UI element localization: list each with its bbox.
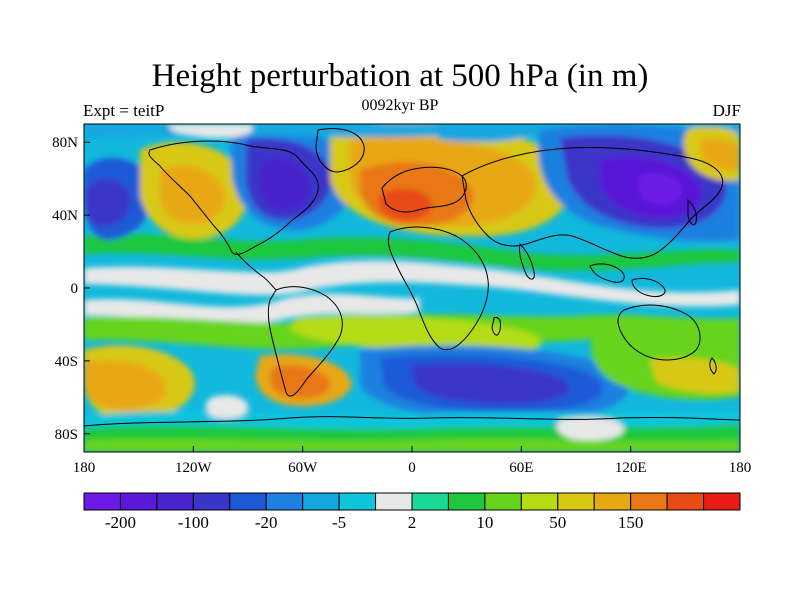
y-tick-label: 40S bbox=[55, 354, 78, 370]
colorbar-swatch bbox=[447, 492, 486, 511]
colorbar-swatch bbox=[411, 492, 449, 511]
colorbar-swatch bbox=[302, 492, 340, 511]
colorbar-label: 10 bbox=[476, 513, 493, 532]
colorbar-swatch bbox=[229, 492, 267, 511]
y-tick-label: 0 bbox=[71, 281, 79, 297]
colorbar-swatch bbox=[83, 492, 121, 511]
colorbar-swatch bbox=[703, 492, 741, 511]
colorbar-swatch bbox=[520, 492, 559, 511]
x-tick-label: 120E bbox=[615, 460, 647, 476]
colorbar-label: -100 bbox=[178, 513, 209, 532]
colorbar bbox=[83, 492, 741, 511]
colorbar-label: 150 bbox=[618, 513, 644, 532]
contour-field bbox=[84, 124, 740, 452]
colorbar-swatch bbox=[557, 492, 595, 511]
map-subtitle: 0092kyr BP bbox=[361, 97, 439, 114]
colorbar-swatch bbox=[593, 492, 632, 511]
colorbar-swatch bbox=[484, 492, 522, 511]
x-tick-label: 180 bbox=[729, 460, 752, 476]
x-tick-label: 60W bbox=[288, 460, 318, 476]
x-tick-label: 120W bbox=[175, 460, 213, 476]
y-tick-label: 80S bbox=[55, 427, 78, 443]
y-tick-label: 80N bbox=[52, 135, 78, 151]
colorbar-swatch bbox=[156, 492, 194, 511]
colorbar-swatch bbox=[375, 492, 413, 511]
colorbar-swatch bbox=[630, 492, 668, 511]
colorbar-label: 2 bbox=[408, 513, 417, 532]
colorbar-swatch bbox=[338, 492, 377, 511]
season-label: DJF bbox=[712, 101, 741, 120]
x-tick-label: 60E bbox=[509, 460, 533, 476]
colorbar-label: -20 bbox=[255, 513, 278, 532]
colorbar-swatch bbox=[192, 492, 231, 511]
y-tick-label: 40N bbox=[52, 208, 78, 224]
colorbar-swatch bbox=[265, 492, 304, 511]
colorbar-label: -5 bbox=[332, 513, 346, 532]
colorbar-label: 50 bbox=[549, 513, 566, 532]
x-tick-label: 180 bbox=[73, 460, 96, 476]
colorbar-swatch bbox=[119, 492, 158, 511]
coastlines bbox=[84, 128, 740, 427]
colorbar-label: -200 bbox=[105, 513, 136, 532]
colorbar-swatch bbox=[666, 492, 705, 511]
experiment-label: Expt = teitP bbox=[83, 101, 165, 120]
x-tick-label: 0 bbox=[408, 460, 416, 476]
map-title: Height perturbation at 500 hPa (in m) bbox=[151, 58, 649, 94]
